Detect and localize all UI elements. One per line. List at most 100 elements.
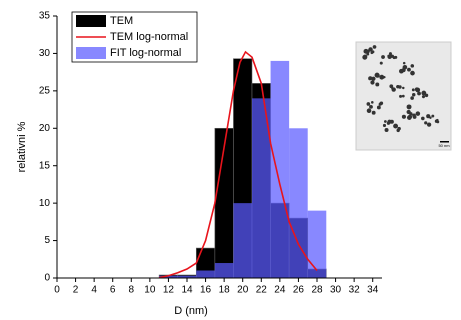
y-tick-label: 20 (39, 123, 51, 134)
particle (406, 115, 412, 120)
particle (379, 61, 383, 65)
particle (426, 122, 432, 127)
particle (398, 85, 402, 89)
x-tick-label: 20 (237, 285, 249, 296)
particle (376, 105, 381, 110)
particle (368, 76, 373, 81)
particle (414, 87, 419, 92)
scale-bar (440, 141, 449, 143)
particle (431, 114, 435, 118)
particle (399, 68, 404, 74)
particle (383, 75, 386, 79)
particle (410, 96, 414, 100)
x-tick-label: 10 (144, 285, 156, 296)
x-tick-label: 16 (200, 285, 212, 296)
y-tick-label: 5 (44, 235, 50, 246)
x-tick-label: 18 (219, 285, 231, 296)
particle (371, 110, 376, 115)
inset-image: 50 nm (355, 41, 452, 151)
x-tick-label: 30 (330, 285, 342, 296)
x-tick-label: 22 (256, 285, 268, 296)
particle (381, 55, 385, 59)
y-tick-label: 10 (39, 198, 51, 209)
particle (375, 82, 380, 87)
particle (412, 113, 416, 118)
particle (382, 123, 387, 128)
bar (196, 270, 215, 278)
particle (402, 86, 405, 90)
particle (402, 61, 406, 65)
particle (372, 45, 377, 49)
particle (412, 92, 416, 97)
particle (401, 94, 405, 98)
legend-label: FIT log-normal (110, 47, 181, 59)
legend-swatch (76, 15, 106, 27)
y-tick-label: 0 (44, 273, 50, 284)
legend-swatch (76, 47, 106, 59)
particle (384, 128, 389, 133)
bar (177, 275, 197, 278)
particle (426, 114, 431, 119)
particle (410, 64, 415, 68)
particle (415, 111, 421, 116)
x-tick-label: 28 (311, 285, 323, 296)
particle (370, 80, 375, 85)
particle (393, 123, 399, 129)
particle (387, 54, 392, 60)
particle (417, 91, 421, 96)
particle (384, 120, 387, 123)
bar (270, 60, 290, 278)
y-tick-label: 25 (39, 85, 51, 96)
particle (389, 119, 394, 124)
bar (214, 263, 234, 278)
legend-label: TEM (110, 15, 133, 27)
curve (158, 50, 318, 279)
particle (371, 50, 375, 54)
x-tick-label: 8 (129, 285, 135, 296)
particle (362, 54, 368, 60)
particle (401, 114, 406, 119)
particle (379, 101, 384, 105)
y-tick-label: 15 (39, 160, 51, 171)
particle (434, 119, 439, 123)
x-tick-label: 12 (163, 285, 175, 296)
particle (421, 95, 426, 99)
bar (252, 98, 271, 278)
particle (410, 70, 415, 76)
particle (402, 65, 406, 69)
particle (421, 90, 427, 96)
particle (386, 121, 391, 125)
particle (366, 108, 372, 114)
x-tick-label: 32 (349, 285, 361, 296)
particle (388, 52, 392, 56)
particle (409, 112, 413, 116)
bar (307, 210, 327, 278)
particle (368, 47, 373, 52)
particle (424, 93, 429, 98)
particle (366, 102, 371, 106)
bar (159, 275, 178, 278)
particle (406, 104, 412, 110)
particle (379, 74, 385, 80)
particle (411, 88, 415, 92)
particle (371, 76, 376, 81)
x-tick-label: 6 (110, 285, 116, 296)
x-tick-label: 14 (181, 285, 193, 296)
y-tick-label: 35 (39, 11, 51, 22)
x-tick-label: 34 (367, 285, 379, 296)
particle (369, 105, 372, 108)
scale-label: 50 nm (438, 143, 450, 148)
x-tick-label: 2 (73, 285, 79, 296)
x-tick-label: 24 (274, 285, 286, 296)
particle (424, 121, 428, 125)
bar (289, 128, 308, 278)
x-axis-label: D (nm) (174, 305, 208, 317)
y-axis-label: relativni % (16, 121, 28, 172)
particle (390, 86, 394, 90)
particle (421, 116, 425, 121)
particle (392, 56, 396, 60)
particle (397, 126, 401, 131)
particle (375, 73, 380, 78)
bar (233, 203, 252, 278)
